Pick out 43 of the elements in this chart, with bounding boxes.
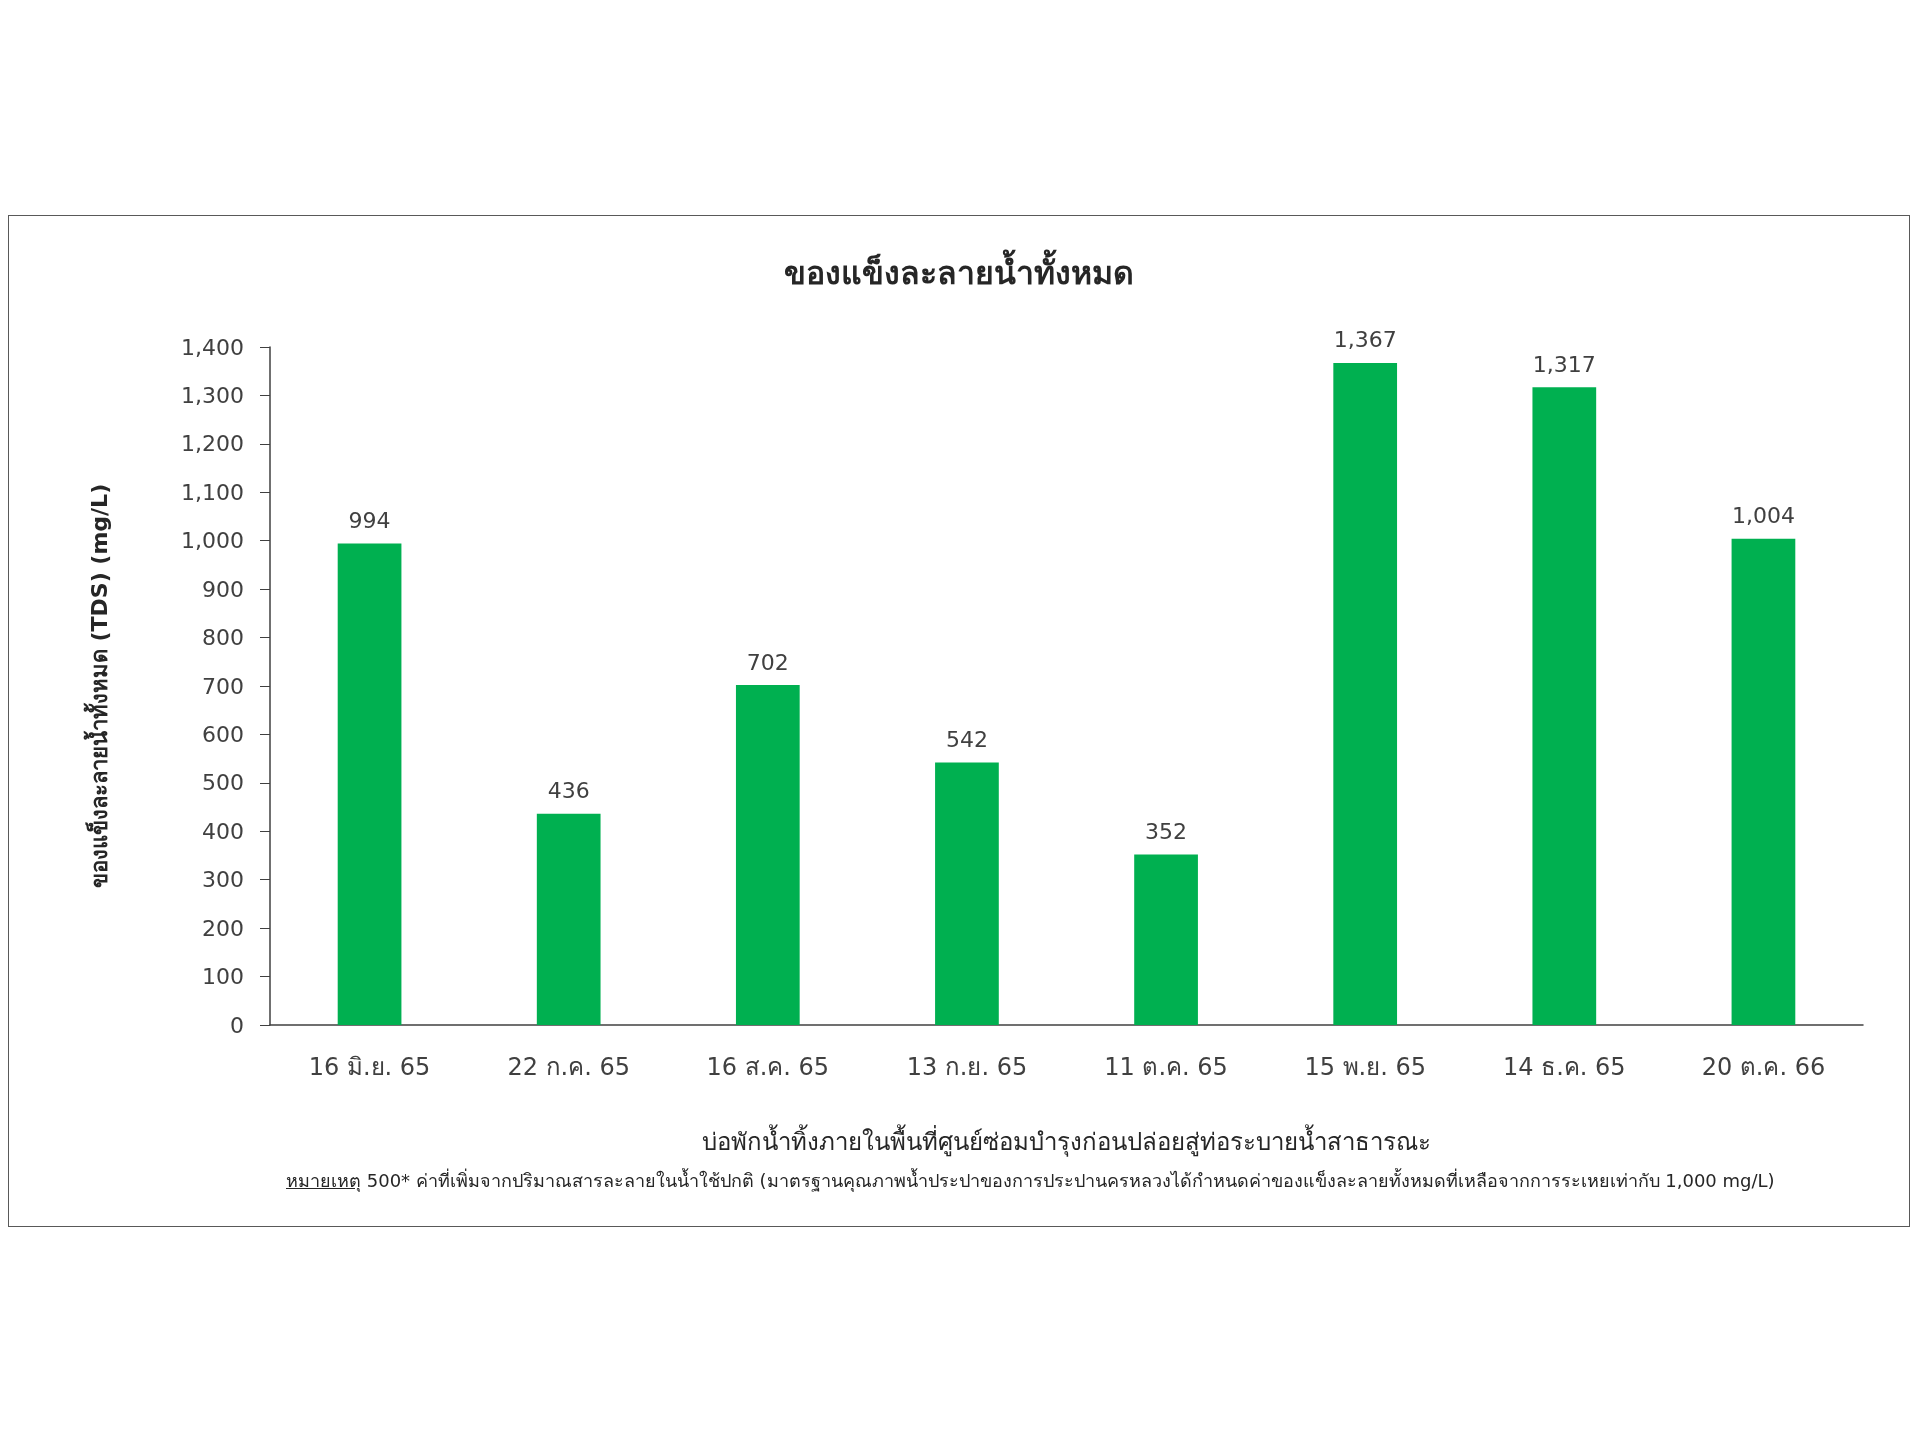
bar [735,685,800,1025]
x-axis-title: บ่อพักน้ำทิ้งภายในพื้นที่ศูนย์ซ่อมบำรุงก่อนปล่อยสู่ท่อระบายน้ำสาธารณะ [702,1124,1431,1157]
bar [1731,538,1796,1025]
y-tick-label: 700 [202,673,244,699]
x-tick-label: 22 ก.ค. 65 [507,1053,630,1081]
data-label: 352 [1145,819,1188,845]
y-axis-title: ของแข็งละลายน้ำทั้งหมด (TDS) (mg/L) [82,483,112,889]
chart-title: ของแข็งละลายน้ำทั้งหมด [784,249,1134,292]
y-tick-label: 800 [202,625,244,651]
data-label: 1,317 [1532,351,1596,377]
data-label: 1,004 [1731,503,1795,529]
y-tick-label: 900 [202,576,244,602]
y-tick-label: 1,200 [181,431,244,457]
x-tick-label: 20 ต.ค. 66 [1701,1053,1826,1081]
y-tick-label: 0 [230,1012,244,1038]
data-label: 542 [945,727,988,753]
bar [1333,362,1398,1025]
bar [337,543,402,1025]
y-tick-label: 100 [202,964,244,990]
x-tick-label: 11 ต.ค. 65 [1104,1053,1228,1081]
bar [1134,854,1198,1025]
y-tick-label: 1,100 [181,479,244,505]
bar [935,762,999,1025]
text: หมายเหตุ 500* ค่าที่เพิ่มจากปริมาณสารละลายในน้ำใช้ปกติ (มาตรฐานคุณภาพน้ำประปาของการประปานครหลวงได้กำหนดค่าของแข็งละลายทั้งหมดที่เหลือจากการระเหยเท่ากับ 1,000 mg/L) [286,1167,1775,1194]
y-tick-label: 600 [202,721,244,747]
y-tick-label: 400 [202,818,244,844]
y-tick-label: 1,400 [181,334,244,360]
x-tick-label: 15 พ.ย. 65 [1304,1053,1426,1081]
y-tick-label: 1,000 [181,528,244,554]
y-tick-label: 500 [202,770,244,796]
data-label: 702 [746,649,789,675]
y-tick-label: 1,300 [181,382,244,408]
data-label: 436 [547,778,590,804]
data-label: 1,367 [1333,327,1397,353]
bar [1532,387,1597,1025]
x-tick-label: 16 ส.ค. 65 [706,1053,830,1081]
y-tick-label: 200 [202,915,244,941]
bar [536,813,601,1025]
x-tick-label: 16 มิ.ย. 65 [308,1053,431,1081]
x-tick-label: 14 ธ.ค. 65 [1503,1053,1626,1081]
data-label: 994 [348,508,391,534]
y-tick-label: 300 [202,867,244,893]
x-tick-label: 13 ก.ย. 65 [906,1053,1028,1081]
